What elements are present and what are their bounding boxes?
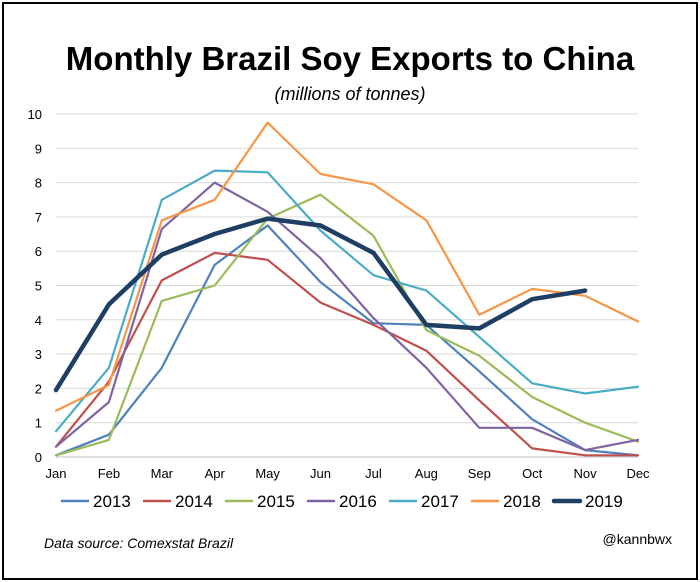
- y-tick-label: 0: [35, 450, 42, 465]
- data-source-note: Data source: Comexstat Brazil: [44, 535, 234, 551]
- x-tick-label: Oct: [522, 466, 543, 481]
- legend-label-2016: 2016: [339, 492, 377, 511]
- legend: 2013 2014 2015 2016 2017 2018 2019: [60, 492, 623, 511]
- x-tick-label: Aug: [415, 466, 438, 481]
- y-tick-label: 7: [35, 210, 42, 225]
- y-tick-label: 5: [35, 279, 42, 294]
- series-line-2013: [54, 224, 640, 457]
- y-axis-ticks: 0 1 2 3 4 5 6 7 8 9 10: [28, 107, 42, 465]
- author-credit: @kannbwx: [602, 531, 672, 547]
- x-tick-label: Apr: [205, 466, 226, 481]
- chart-title: Monthly Brazil Soy Exports to China: [65, 40, 635, 77]
- legend-label-2014: 2014: [175, 492, 213, 511]
- chart-subtitle: (millions of tonnes): [274, 84, 426, 104]
- series-lines: [53, 121, 640, 457]
- legend-label-2017: 2017: [421, 492, 459, 511]
- legend-label-2013: 2013: [93, 492, 131, 511]
- x-tick-label: Dec: [626, 466, 650, 481]
- x-tick-label: Nov: [574, 466, 598, 481]
- x-tick-label: May: [255, 466, 280, 481]
- x-tick-label: Jan: [46, 466, 67, 481]
- series-line-2014: [54, 251, 640, 457]
- y-tick-label: 4: [35, 313, 42, 328]
- x-tick-label: Mar: [151, 466, 174, 481]
- y-tick-label: 8: [35, 176, 42, 191]
- series-line-2015: [54, 193, 640, 457]
- y-tick-label: 10: [28, 107, 42, 122]
- series-line-2019: [53, 216, 588, 393]
- x-axis-ticks: Jan Feb Mar Apr May Jun Jul Aug Sep Oct Nov Dec: [46, 466, 651, 481]
- series-line-2016: [54, 181, 640, 452]
- legend-label-2015: 2015: [257, 492, 295, 511]
- series-line-2018: [54, 121, 640, 412]
- series-line-2017: [54, 169, 640, 433]
- y-tick-label: 2: [35, 381, 42, 396]
- y-tick-label: 3: [35, 347, 42, 362]
- x-tick-label: Feb: [98, 466, 120, 481]
- legend-label-2019: 2019: [585, 492, 623, 511]
- x-tick-label: Jun: [310, 466, 331, 481]
- legend-label-2018: 2018: [503, 492, 541, 511]
- x-tick-label: Jul: [365, 466, 382, 481]
- y-tick-label: 9: [35, 141, 42, 156]
- y-tick-label: 1: [35, 416, 42, 431]
- y-tick-label: 6: [35, 244, 42, 259]
- grid-lines: [56, 113, 638, 458]
- x-tick-label: Sep: [468, 466, 491, 481]
